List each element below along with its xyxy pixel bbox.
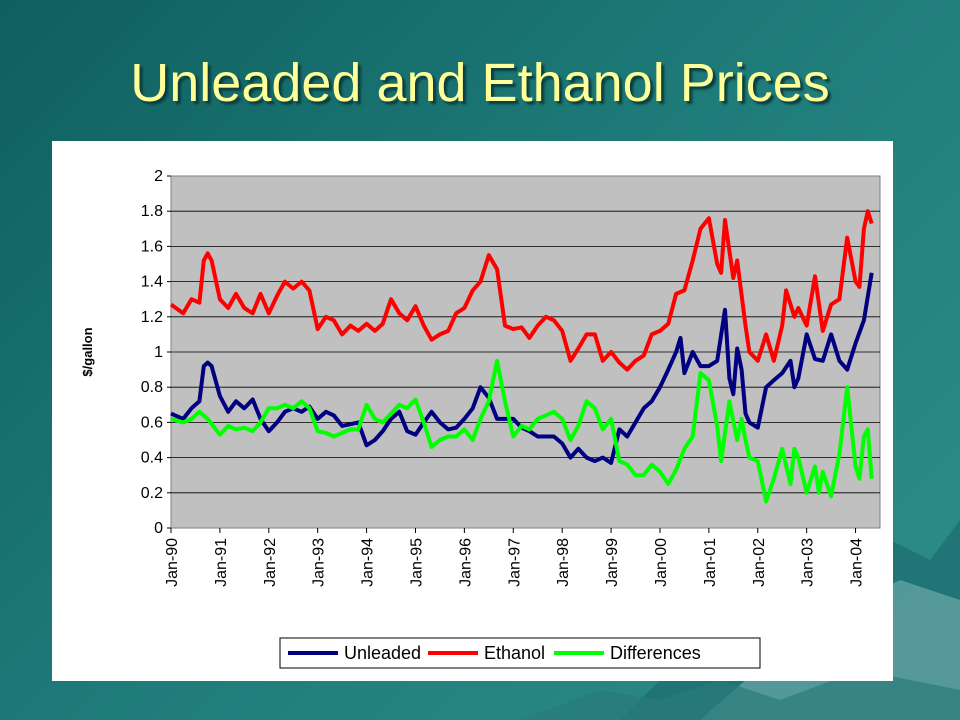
y-tick-label: 1.6 bbox=[141, 238, 163, 255]
x-tick-label: Jan-04 bbox=[849, 538, 866, 587]
y-tick-label: 1.8 bbox=[141, 203, 163, 220]
series-line-ethanol bbox=[169, 209, 874, 372]
x-axis-ticks: Jan-90 Jan-91 Jan-92 Jan-93 Jan-94 Jan-95 Jan-… bbox=[164, 528, 866, 587]
y-tick-label: 0.4 bbox=[141, 450, 163, 467]
price-chart: 0 0.2 0.4 0.6 0.8 1 1.2 1.4 1.6 1.8 2 Jan-90 Jan-91… bbox=[80, 168, 881, 669]
legend-label-unleaded: Unleaded bbox=[344, 643, 421, 663]
y-axis-ticks: 0 0.2 0.4 0.6 0.8 1 1.2 1.4 1.6 1.8 2 bbox=[141, 168, 171, 537]
x-tick-label: Jan-95 bbox=[408, 538, 425, 587]
legend-label-differences: Differences bbox=[610, 643, 701, 663]
legend-box bbox=[279, 637, 761, 669]
x-tick-label: Jan-91 bbox=[213, 538, 230, 587]
y-tick-label: 0.8 bbox=[141, 379, 163, 396]
series-line-unleaded bbox=[170, 272, 874, 465]
x-tick-label: Jan-01 bbox=[702, 538, 719, 587]
x-tick-label: Jan-92 bbox=[262, 538, 279, 587]
x-tick-label: Jan-93 bbox=[311, 538, 328, 587]
y-tick-label: 1.4 bbox=[141, 274, 163, 291]
series-line-differences bbox=[170, 358, 874, 504]
y-axis-label: $/gallon bbox=[80, 327, 95, 376]
slide-title: Unleaded and Ethanol Prices bbox=[130, 53, 830, 113]
series-lines bbox=[169, 209, 874, 504]
x-tick-label: Jan-96 bbox=[457, 538, 474, 587]
x-tick-label: Jan-02 bbox=[751, 538, 768, 587]
x-tick-label: Jan-00 bbox=[653, 538, 670, 587]
y-tick-label: 0.6 bbox=[141, 414, 163, 431]
x-tick-label: Jan-03 bbox=[800, 538, 817, 587]
x-tick-label: Jan-97 bbox=[506, 538, 523, 587]
x-tick-label: Jan-99 bbox=[604, 538, 621, 587]
y-tick-label: 1.2 bbox=[141, 309, 163, 326]
legend-label-ethanol: Ethanol bbox=[484, 643, 545, 663]
legend: Unleaded Ethanol Differences bbox=[279, 637, 761, 669]
y-tick-label: 0 bbox=[154, 520, 163, 537]
x-tick-label: Jan-98 bbox=[555, 538, 572, 587]
x-tick-label: Jan-94 bbox=[360, 538, 377, 587]
y-tick-label: 1 bbox=[154, 344, 163, 361]
chart-frame: 0 0.2 0.4 0.6 0.8 1 1.2 1.4 1.6 1.8 2 Jan-90 Jan-91… bbox=[52, 141, 893, 681]
y-tick-label: 0.2 bbox=[141, 485, 163, 502]
y-tick-label: 2 bbox=[154, 168, 163, 185]
x-tick-label: Jan-90 bbox=[164, 538, 181, 587]
